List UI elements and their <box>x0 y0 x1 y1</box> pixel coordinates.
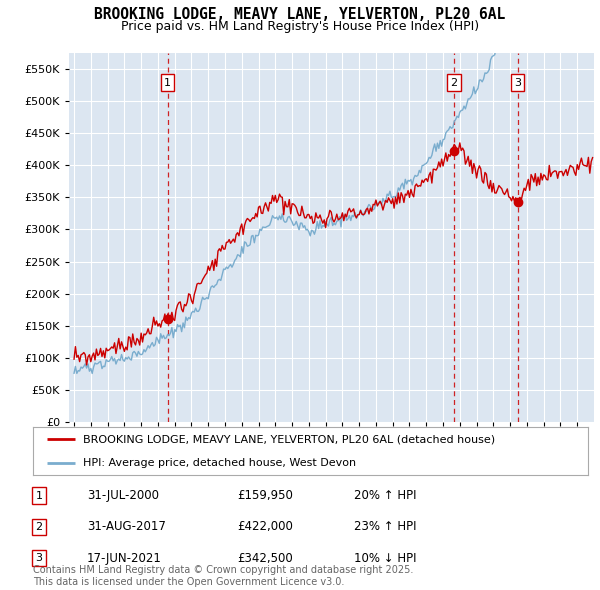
Text: £159,950: £159,950 <box>237 489 293 502</box>
Text: HPI: Average price, detached house, West Devon: HPI: Average price, detached house, West… <box>83 458 356 468</box>
Text: BROOKING LODGE, MEAVY LANE, YELVERTON, PL20 6AL: BROOKING LODGE, MEAVY LANE, YELVERTON, P… <box>94 7 506 22</box>
Text: 10% ↓ HPI: 10% ↓ HPI <box>354 552 416 565</box>
Text: 1: 1 <box>164 78 171 87</box>
Text: 3: 3 <box>35 553 43 563</box>
Text: Price paid vs. HM Land Registry's House Price Index (HPI): Price paid vs. HM Land Registry's House … <box>121 20 479 33</box>
Text: 31-AUG-2017: 31-AUG-2017 <box>87 520 166 533</box>
Text: 2: 2 <box>451 78 458 87</box>
Text: 17-JUN-2021: 17-JUN-2021 <box>87 552 162 565</box>
Text: £342,500: £342,500 <box>237 552 293 565</box>
Text: 31-JUL-2000: 31-JUL-2000 <box>87 489 159 502</box>
Text: 1: 1 <box>35 491 43 500</box>
Text: BROOKING LODGE, MEAVY LANE, YELVERTON, PL20 6AL (detached house): BROOKING LODGE, MEAVY LANE, YELVERTON, P… <box>83 434 495 444</box>
Text: 3: 3 <box>514 78 521 87</box>
Text: £422,000: £422,000 <box>237 520 293 533</box>
Text: 2: 2 <box>35 522 43 532</box>
Text: Contains HM Land Registry data © Crown copyright and database right 2025.
This d: Contains HM Land Registry data © Crown c… <box>33 565 413 587</box>
Text: 20% ↑ HPI: 20% ↑ HPI <box>354 489 416 502</box>
Text: 23% ↑ HPI: 23% ↑ HPI <box>354 520 416 533</box>
